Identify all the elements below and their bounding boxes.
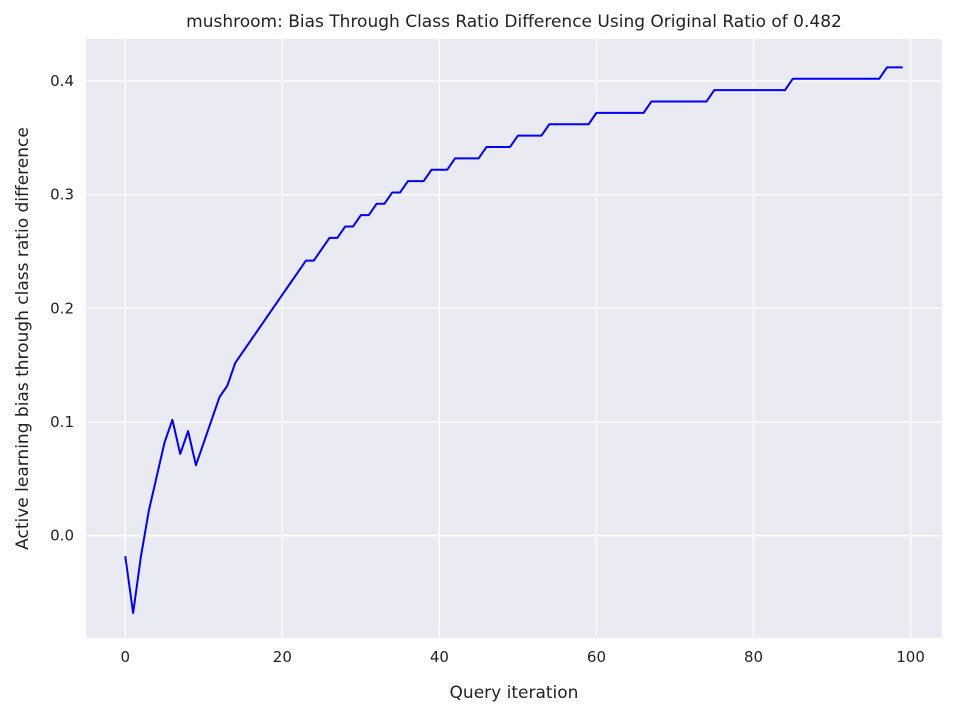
plot-area [86,39,942,638]
y-tick-label: 0.1 [50,413,74,431]
y-tick-label: 0.0 [50,527,74,545]
x-tick-label: 80 [744,648,763,666]
x-tick-label: 0 [120,648,130,666]
x-tick-label: 100 [896,648,925,666]
x-axis-label: Query iteration [450,683,579,703]
gridlines [86,39,942,638]
x-tick-label: 20 [273,648,292,666]
y-tick-label: 0.2 [50,299,74,317]
y-tick-label: 0.3 [50,186,74,204]
y-axis-label: Active learning bias through class ratio… [13,127,33,550]
x-tick-label: 60 [587,648,606,666]
series-layer [124,66,903,614]
series-line [124,66,903,614]
x-tick-label: 40 [430,648,449,666]
y-tick-label: 0.4 [50,72,74,90]
chart-title: mushroom: Bias Through Class Ratio Diffe… [186,12,842,32]
tick-labels: 0 20 40 60 80 100 0.0 0.1 0.2 0.3 0.4 [50,72,925,666]
